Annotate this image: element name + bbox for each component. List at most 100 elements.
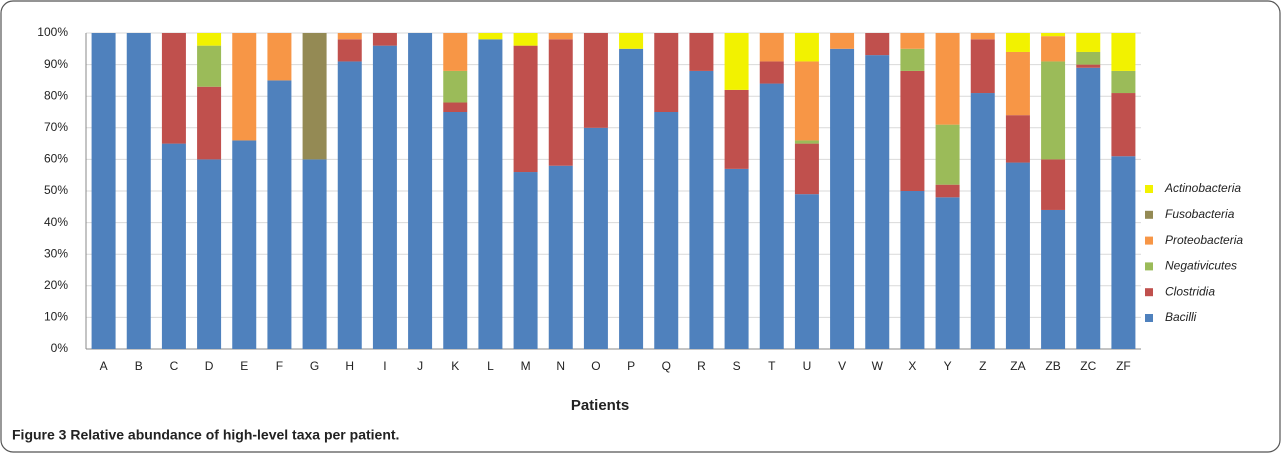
x-tick-label: W xyxy=(872,359,884,373)
x-tick-label: R xyxy=(697,359,706,373)
bar-segment xyxy=(548,165,573,349)
bar-segment xyxy=(232,33,257,141)
bar-segment xyxy=(935,124,960,185)
y-tick-label: 60% xyxy=(44,152,68,166)
bar-segment xyxy=(724,168,749,349)
y-tick-label: 30% xyxy=(44,246,68,260)
bar-segment xyxy=(408,33,433,349)
bar-segment xyxy=(794,194,819,349)
x-tick-label: E xyxy=(240,359,248,373)
x-tick-label: M xyxy=(521,359,531,373)
bar-segment xyxy=(1041,33,1066,37)
x-tick-label: D xyxy=(205,359,214,373)
bar-segment xyxy=(302,159,327,349)
bar-segment xyxy=(302,33,327,160)
bar-segment xyxy=(548,33,573,40)
bar-segment xyxy=(970,33,995,40)
bar-segment xyxy=(759,83,784,349)
bar-segment xyxy=(900,33,925,49)
bar-segment xyxy=(1041,159,1066,210)
x-tick-label: B xyxy=(135,359,143,373)
bar-segment xyxy=(794,33,819,62)
x-tick-label: A xyxy=(100,359,108,373)
x-tick-label: ZF xyxy=(1116,359,1131,373)
x-axis-label: Patients xyxy=(571,397,629,414)
legend-label: Fusobacteria xyxy=(1165,207,1235,221)
bar-segment xyxy=(1076,67,1101,349)
bar-segment xyxy=(1076,64,1101,68)
bar-segment xyxy=(689,33,714,71)
x-tick-label: F xyxy=(276,359,283,373)
x-tick-label: X xyxy=(908,359,916,373)
bar-segment xyxy=(91,33,116,349)
bar-segment xyxy=(794,143,819,195)
x-tick-label: P xyxy=(627,359,635,373)
legend-label: Negativicutes xyxy=(1165,259,1237,273)
x-tick-label: J xyxy=(417,359,423,373)
bar-segment xyxy=(372,45,397,349)
x-tick-label: L xyxy=(487,359,494,373)
bar-segment xyxy=(1111,156,1136,349)
bar-segment xyxy=(372,33,397,46)
bar-segment xyxy=(513,45,538,173)
bar-segment xyxy=(1111,70,1136,94)
bar-segment xyxy=(267,33,292,81)
legend-label: Clostridia xyxy=(1165,284,1215,298)
x-tick-label: Z xyxy=(979,359,986,373)
x-tick-label: Y xyxy=(944,359,952,373)
bar-segment xyxy=(478,33,503,40)
bar-segment xyxy=(935,33,960,125)
x-tick-label: ZA xyxy=(1010,359,1025,373)
bar-segment xyxy=(443,33,468,71)
bar-segment xyxy=(1041,36,1066,62)
bar-segment xyxy=(197,86,222,160)
y-tick-label: 40% xyxy=(44,215,68,229)
x-tick-label: ZC xyxy=(1080,359,1096,373)
bar-segment xyxy=(443,102,468,112)
x-tick-label: K xyxy=(451,359,459,373)
bar-segment xyxy=(935,184,960,198)
caption: Figure 3 Relative abundance of high-leve… xyxy=(12,427,399,443)
bar-segment xyxy=(161,33,186,144)
bar-segment xyxy=(935,197,960,349)
legend-label: Proteobacteria xyxy=(1165,233,1243,247)
bar-segment xyxy=(794,140,819,144)
bar-segment xyxy=(478,39,503,349)
bar-segment xyxy=(513,33,538,46)
y-tick-label: 90% xyxy=(44,57,68,71)
x-tick-label: H xyxy=(345,359,354,373)
legend-swatch xyxy=(1145,262,1153,271)
y-tick-label: 50% xyxy=(44,183,68,197)
bar-segment xyxy=(1111,93,1136,157)
legend-swatch xyxy=(1145,288,1153,297)
bar-segment xyxy=(1076,51,1101,65)
bar-segment xyxy=(1111,33,1136,71)
x-tick-label: Q xyxy=(662,359,671,373)
bar-segment xyxy=(900,70,925,191)
bar-segment xyxy=(337,61,362,349)
x-tick-label: N xyxy=(556,359,565,373)
legend-swatch xyxy=(1145,185,1153,193)
bar-segment xyxy=(337,33,362,40)
bar-segment xyxy=(1005,115,1030,163)
bar-segment xyxy=(1005,162,1030,349)
bar-segment xyxy=(900,191,925,349)
bar-segment xyxy=(583,33,608,128)
bar-segment xyxy=(126,33,151,349)
bar-segment xyxy=(513,172,538,349)
bar-segment xyxy=(443,112,468,349)
bar-segment xyxy=(654,112,679,349)
y-tick-label: 80% xyxy=(44,88,68,102)
bar-segment xyxy=(970,93,995,349)
bar-segment xyxy=(970,39,995,94)
bar-segment xyxy=(583,127,608,349)
bar-segment xyxy=(865,33,890,56)
bar-segment xyxy=(830,48,855,350)
bar-segment xyxy=(232,140,257,349)
bar-segment xyxy=(654,33,679,112)
bar-segment xyxy=(759,61,784,84)
bar-segment xyxy=(1076,33,1101,52)
y-tick-label: 100% xyxy=(37,25,68,39)
x-tick-label: U xyxy=(803,359,812,373)
y-tick-label: 10% xyxy=(44,310,68,324)
